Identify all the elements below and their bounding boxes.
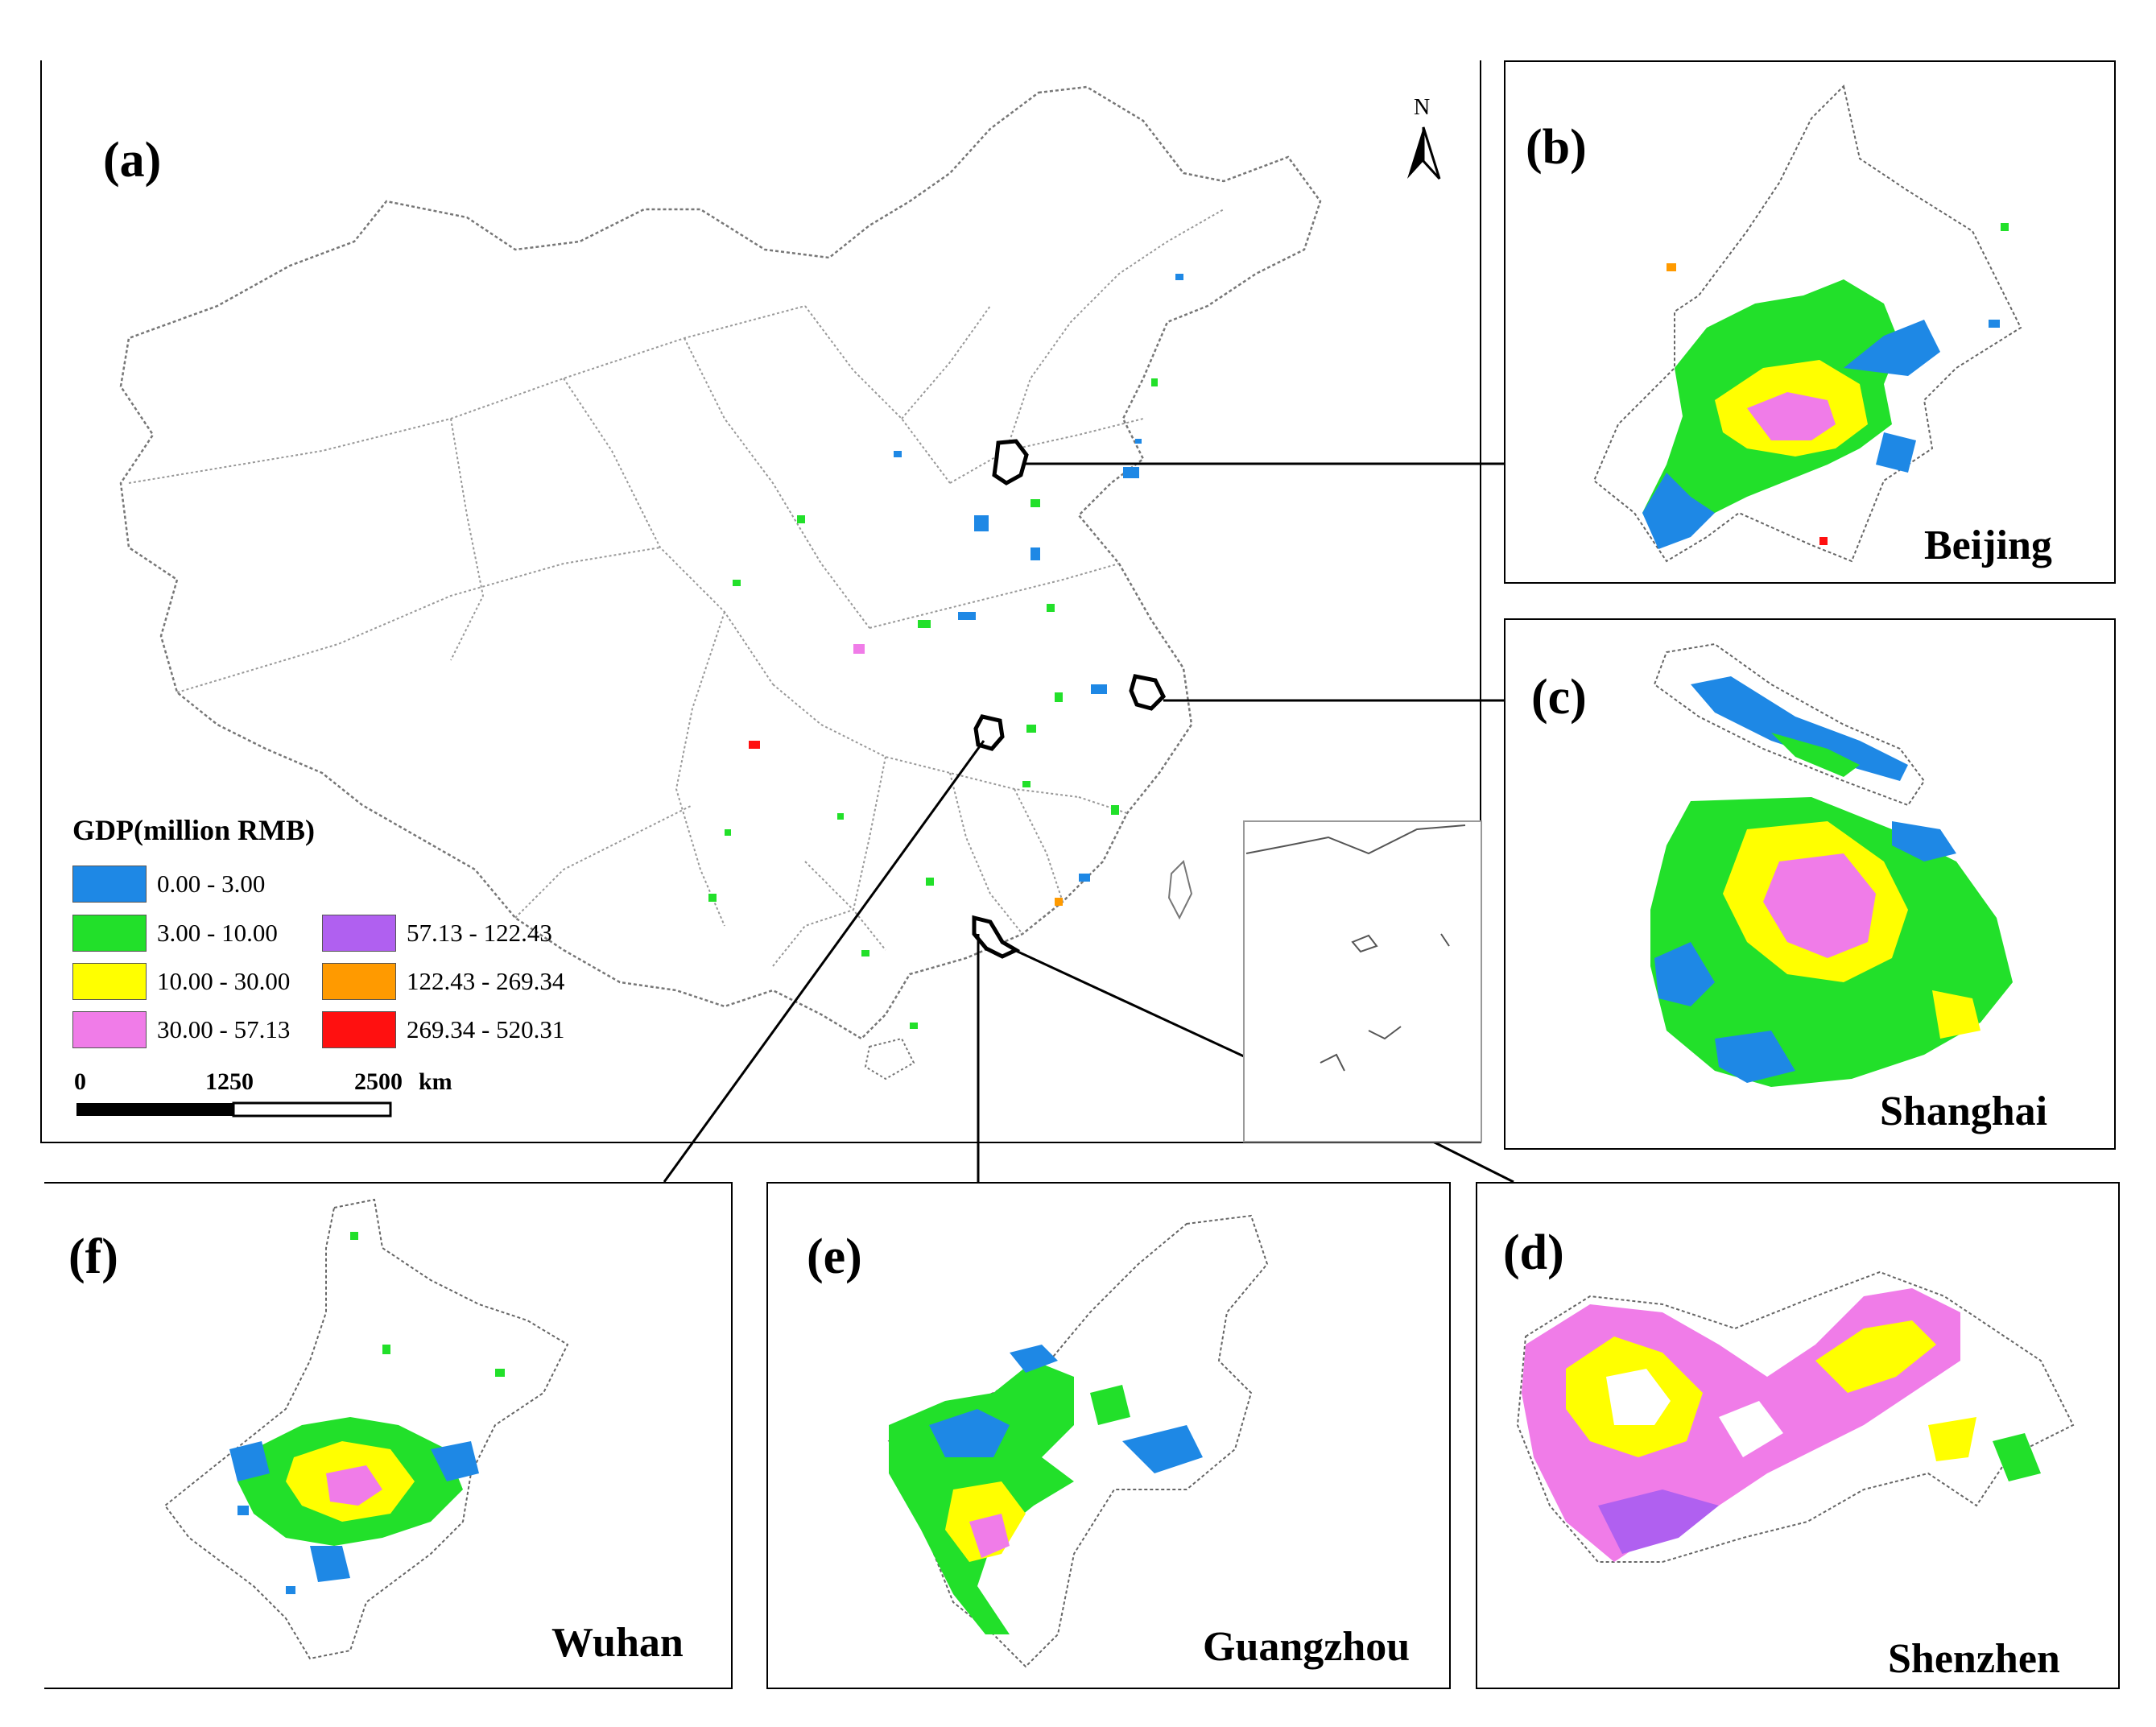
legend-swatch-4 bbox=[322, 915, 396, 952]
taiwan-island bbox=[1167, 860, 1193, 920]
shanghai-map bbox=[1650, 642, 2013, 1087]
legend-label-6: 269.34 - 520.31 bbox=[407, 1015, 565, 1043]
inset-coastline bbox=[1245, 824, 1466, 1072]
legend-swatch-1 bbox=[72, 915, 147, 952]
panel-c-city-name: Shanghai bbox=[1880, 1089, 2048, 1134]
wuhan-map bbox=[163, 1198, 569, 1660]
panel-d-city-name: Shenzhen bbox=[1888, 1636, 2060, 1682]
panel-f-wuhan: (f) Wuhan bbox=[44, 1182, 733, 1689]
beijing-outline-small bbox=[992, 439, 1029, 485]
panel-a-label: (a) bbox=[103, 133, 162, 188]
scale-tick-1250: 1250 bbox=[205, 1068, 254, 1095]
shanghai-outline-small bbox=[1129, 674, 1167, 711]
guangzhou-outline-small bbox=[972, 915, 1021, 959]
legend-label-2: 10.00 - 30.00 bbox=[157, 967, 291, 995]
scale-tick-0: 0 bbox=[74, 1068, 86, 1095]
south-china-sea-inset bbox=[1243, 820, 1482, 1142]
gdp-pixels-overview bbox=[708, 274, 1183, 1029]
province-boundaries bbox=[128, 209, 1225, 967]
legend-swatch-5 bbox=[322, 963, 396, 1000]
legend-label-0: 0.00 - 3.00 bbox=[157, 870, 266, 898]
legend-title: GDP(million RMB) bbox=[72, 814, 315, 846]
leader-lines bbox=[663, 462, 1514, 1184]
beijing-map bbox=[1592, 85, 2022, 563]
legend-swatch-6 bbox=[322, 1011, 396, 1048]
guangzhou-map bbox=[887, 1214, 1269, 1668]
shenzhen-map bbox=[1516, 1270, 2075, 1563]
scale-unit: km bbox=[419, 1068, 452, 1095]
highlighted-cities bbox=[972, 439, 1167, 959]
panel-c-shanghai: (c) Shanghai bbox=[1504, 618, 2116, 1150]
legend-swatch-2 bbox=[72, 963, 147, 1000]
legend-swatch-0 bbox=[72, 866, 147, 903]
north-arrow-label: N bbox=[1414, 95, 1431, 120]
panel-e-guangzhou: (e) Guangzhou bbox=[766, 1182, 1451, 1689]
panel-e-city-name: Guangzhou bbox=[1203, 1624, 1410, 1670]
wuhan-outline-small bbox=[973, 714, 1005, 751]
panel-b-beijing: (b) Beijing bbox=[1504, 60, 2116, 584]
legend-label-4: 57.13 - 122.43 bbox=[407, 919, 552, 947]
panel-c-label: (c) bbox=[1531, 670, 1587, 725]
china-outline bbox=[119, 85, 1322, 1040]
panel-d-label: (d) bbox=[1503, 1225, 1564, 1280]
panel-a-china-map bbox=[40, 60, 1481, 1143]
legend-label-5: 122.43 - 269.34 bbox=[407, 967, 565, 995]
panel-e-label: (e) bbox=[807, 1229, 862, 1284]
hainan-island bbox=[864, 1037, 915, 1080]
scale-bar-black bbox=[76, 1103, 233, 1116]
scale-bar-white bbox=[232, 1101, 392, 1118]
panel-f-city-name: Wuhan bbox=[551, 1620, 684, 1666]
panel-f-label: (f) bbox=[68, 1229, 118, 1284]
legend-label-1: 3.00 - 10.00 bbox=[157, 919, 278, 947]
legend-label-3: 30.00 - 57.13 bbox=[157, 1015, 291, 1043]
legend-swatch-3 bbox=[72, 1011, 147, 1048]
north-arrow-icon bbox=[1407, 126, 1441, 180]
scale-tick-2500: 2500 bbox=[354, 1068, 403, 1095]
panel-b-label: (b) bbox=[1526, 120, 1587, 175]
panel-b-city-name: Beijing bbox=[1924, 523, 2052, 568]
panel-d-shenzhen: (d) Shenzhen bbox=[1476, 1182, 2120, 1689]
